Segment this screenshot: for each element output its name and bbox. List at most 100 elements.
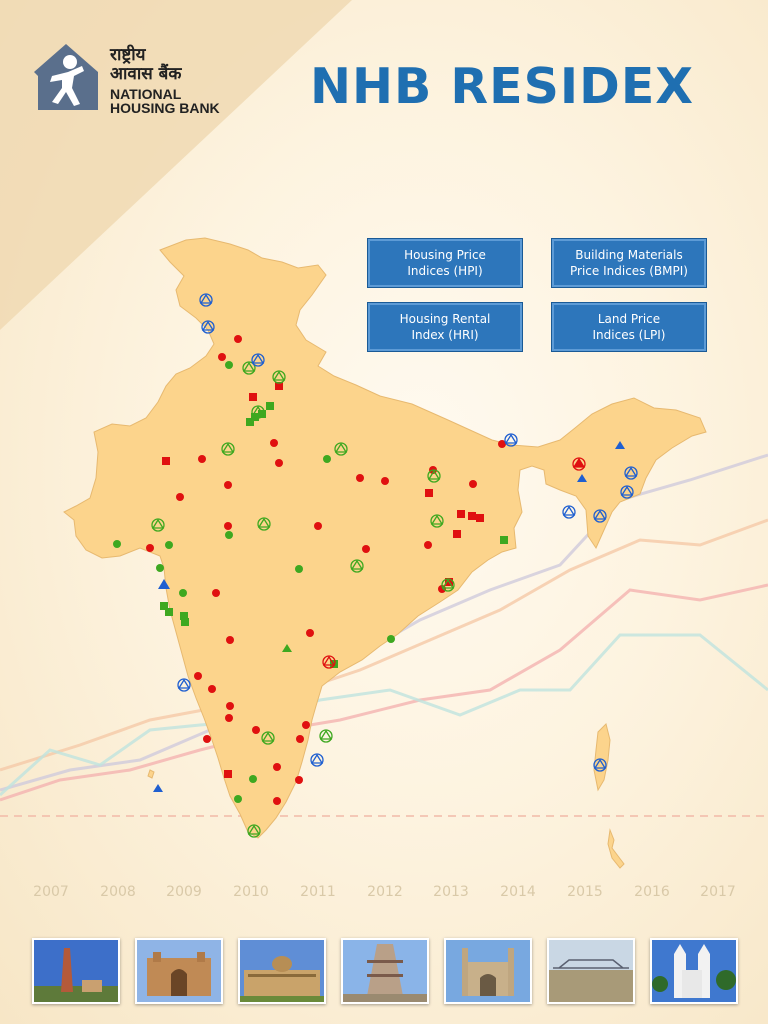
charminar-photo[interactable]	[444, 938, 532, 1004]
marker-green-triangle-outline[interactable]	[319, 729, 333, 743]
marker-red-circle[interactable]	[194, 672, 202, 680]
marker-green-circle[interactable]	[179, 589, 187, 597]
marker-green-triangle-outline[interactable]	[441, 578, 455, 592]
marker-red-circle[interactable]	[424, 541, 432, 549]
church-photo[interactable]	[650, 938, 738, 1004]
marker-red-circle[interactable]	[498, 440, 506, 448]
marker-red-circle[interactable]	[273, 763, 281, 771]
marker-red-square[interactable]	[249, 393, 257, 401]
temple-gopuram-photo[interactable]	[341, 938, 429, 1004]
marker-blue-triangle-outline[interactable]	[177, 678, 191, 692]
marker-green-square[interactable]	[246, 418, 254, 426]
marker-green-circle[interactable]	[165, 541, 173, 549]
marker-green-triangle-outline[interactable]	[151, 518, 165, 532]
marker-green-triangle-outline[interactable]	[261, 731, 275, 745]
marker-green-circle[interactable]	[234, 795, 242, 803]
marker-red-square[interactable]	[425, 489, 433, 497]
marker-green-triangle-outline[interactable]	[221, 442, 235, 456]
marker-red-circle[interactable]	[252, 726, 260, 734]
marker-red-circle[interactable]	[225, 714, 233, 722]
hri-button[interactable]: Housing Rental Index (HRI)	[367, 302, 523, 352]
marker-green-triangle-outline[interactable]	[251, 405, 265, 419]
marker-red-square[interactable]	[457, 510, 465, 518]
marker-blue-triangle[interactable]	[615, 441, 625, 449]
marker-red-square[interactable]	[224, 770, 232, 778]
marker-red-circle[interactable]	[224, 481, 232, 489]
marker-green-triangle-outline[interactable]	[334, 442, 348, 456]
marker-red-circle[interactable]	[224, 522, 232, 530]
marker-red-circle[interactable]	[314, 522, 322, 530]
marker-red-circle[interactable]	[198, 455, 206, 463]
marker-green-square[interactable]	[266, 402, 274, 410]
bmpi-button[interactable]: Building Materials Price Indices (BMPI)	[551, 238, 707, 288]
marker-red-circle[interactable]	[469, 480, 477, 488]
marker-blue-triangle-outline[interactable]	[620, 485, 634, 499]
marker-blue-triangle-outline[interactable]	[199, 293, 213, 307]
gateway-of-india-photo[interactable]	[135, 938, 223, 1004]
marker-green-circle[interactable]	[323, 455, 331, 463]
marker-green-circle[interactable]	[225, 361, 233, 369]
marker-green-circle[interactable]	[156, 564, 164, 572]
marker-blue-triangle-outline[interactable]	[504, 433, 518, 447]
marker-red-triangle-outline[interactable]	[322, 655, 336, 669]
marker-green-circle[interactable]	[249, 775, 257, 783]
marker-green-triangle-outline[interactable]	[247, 824, 261, 838]
marker-blue-triangle-outline[interactable]	[251, 353, 265, 367]
marker-red-circle[interactable]	[218, 353, 226, 361]
nhb-logo[interactable]: राष्ट्रीय आवास बैंक NATIONAL HOUSING BAN…	[30, 42, 230, 115]
marker-green-circle[interactable]	[113, 540, 121, 548]
marker-blue-triangle[interactable]	[577, 474, 587, 482]
marker-blue-triangle-outline[interactable]	[201, 320, 215, 334]
marker-green-triangle-outline[interactable]	[427, 469, 441, 483]
marker-red-circle[interactable]	[208, 685, 216, 693]
hpi-button[interactable]: Housing Price Indices (HPI)	[367, 238, 523, 288]
marker-red-circle[interactable]	[296, 735, 304, 743]
marker-red-square[interactable]	[275, 382, 283, 390]
marker-red-triangle-outline[interactable]	[572, 457, 586, 471]
marker-red-circle[interactable]	[212, 589, 220, 597]
marker-green-circle[interactable]	[295, 565, 303, 573]
marker-red-circle[interactable]	[234, 335, 242, 343]
marker-green-circle[interactable]	[225, 531, 233, 539]
marker-green-triangle-outline[interactable]	[242, 361, 256, 375]
marker-green-square[interactable]	[180, 612, 188, 620]
marker-blue-triangle-outline[interactable]	[562, 505, 576, 519]
marker-blue-triangle[interactable]	[158, 579, 170, 589]
marker-blue-triangle-outline[interactable]	[593, 509, 607, 523]
qutub-minar-photo[interactable]	[32, 938, 120, 1004]
marker-red-circle[interactable]	[295, 776, 303, 784]
marker-red-circle[interactable]	[306, 629, 314, 637]
marker-green-triangle-outline[interactable]	[272, 370, 286, 384]
lpi-button[interactable]: Land Price Indices (LPI)	[551, 302, 707, 352]
marker-red-circle[interactable]	[362, 545, 370, 553]
marker-red-circle[interactable]	[146, 544, 154, 552]
marker-red-circle[interactable]	[226, 636, 234, 644]
marker-green-triangle-outline[interactable]	[257, 517, 271, 531]
marker-green-square[interactable]	[160, 602, 168, 610]
marker-red-square[interactable]	[476, 514, 484, 522]
marker-green-square[interactable]	[500, 536, 508, 544]
marker-red-square[interactable]	[453, 530, 461, 538]
marker-green-circle[interactable]	[387, 635, 395, 643]
marker-blue-triangle-outline[interactable]	[310, 753, 324, 767]
marker-green-triangle-outline[interactable]	[350, 559, 364, 573]
marker-red-square[interactable]	[468, 512, 476, 520]
howrah-bridge-photo[interactable]	[547, 938, 635, 1004]
marker-red-circle[interactable]	[270, 439, 278, 447]
marker-red-circle[interactable]	[273, 797, 281, 805]
marker-red-circle[interactable]	[356, 474, 364, 482]
marker-red-circle[interactable]	[226, 702, 234, 710]
marker-blue-triangle-outline[interactable]	[624, 466, 638, 480]
marker-red-square[interactable]	[162, 457, 170, 465]
marker-green-triangle[interactable]	[282, 644, 292, 652]
marker-red-circle[interactable]	[176, 493, 184, 501]
marker-red-circle[interactable]	[275, 459, 283, 467]
vidhana-soudha-photo[interactable]	[238, 938, 326, 1004]
marker-green-triangle-outline[interactable]	[430, 514, 444, 528]
marker-blue-triangle[interactable]	[153, 784, 163, 792]
india-map[interactable]	[0, 0, 768, 900]
marker-red-circle[interactable]	[302, 721, 310, 729]
marker-blue-triangle-outline[interactable]	[593, 758, 607, 772]
marker-red-circle[interactable]	[381, 477, 389, 485]
marker-red-circle[interactable]	[203, 735, 211, 743]
